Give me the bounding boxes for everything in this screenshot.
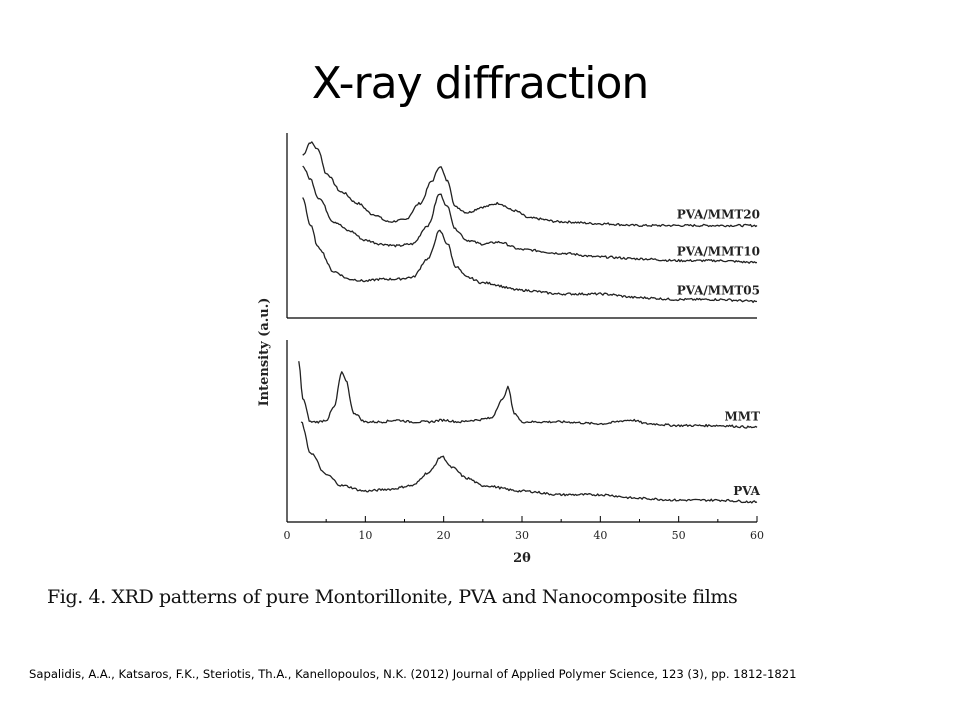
series-label: PVA/MMT05 xyxy=(677,283,760,297)
y-axis-label: Intensity (a.u.) xyxy=(257,298,272,407)
series-label: MMT xyxy=(725,409,761,423)
series-line-pva-mmt20 xyxy=(302,141,758,228)
series-line-pva-mmt05 xyxy=(302,197,758,304)
x-tick-label: 0 xyxy=(284,529,291,542)
series-layer xyxy=(298,141,758,504)
series-label: PVA/MMT20 xyxy=(677,208,760,222)
series-line-pva xyxy=(300,421,758,504)
x-tick-label: 20 xyxy=(437,529,451,542)
x-tick-label: 30 xyxy=(515,529,529,542)
labels-layer: 0 10 20 30 40 50 60 2θ Intensity (a.u.) PVA/MMT20… xyxy=(257,208,764,567)
figure-caption: Fig. 4. XRD patterns of pure Montorillon… xyxy=(47,586,738,608)
x-tick-label: 10 xyxy=(358,529,372,542)
x-axis-label: 2θ xyxy=(513,551,531,566)
x-tick-label: 50 xyxy=(672,529,686,542)
series-label: PVA/MMT10 xyxy=(677,245,760,259)
axes-layer xyxy=(286,133,758,523)
series-line-pva-mmt10 xyxy=(302,165,758,264)
x-tick-label: 60 xyxy=(750,529,764,542)
slide-title: X-ray diffraction xyxy=(311,58,650,109)
x-tick-label: 40 xyxy=(593,529,607,542)
series-line-mmt xyxy=(298,361,758,429)
citation: Sapalidis, A.A., Katsaros, F.K., Steriot… xyxy=(29,667,797,681)
series-label: PVA xyxy=(733,484,760,498)
